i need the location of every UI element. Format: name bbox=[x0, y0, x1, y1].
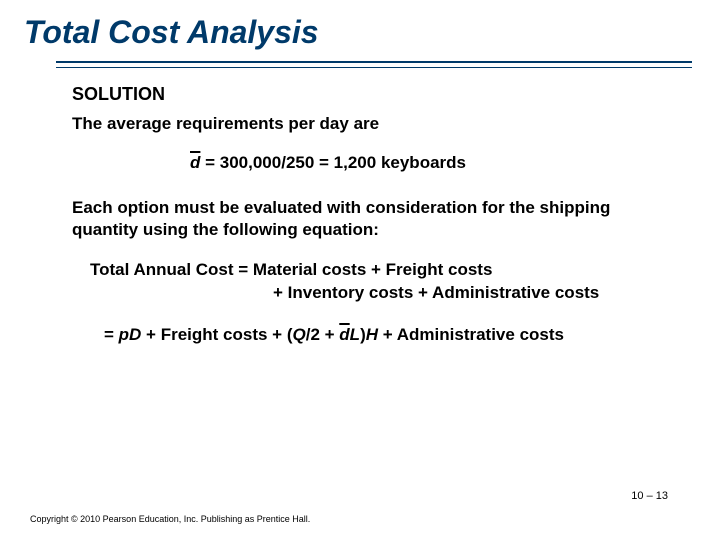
title-rule bbox=[56, 61, 692, 68]
solution-heading: SOLUTION bbox=[72, 84, 680, 105]
page-number: 10 – 13 bbox=[631, 490, 668, 502]
d-bar-symbol: d bbox=[339, 325, 349, 344]
intro-paragraph: The average requirements per day are bbox=[72, 113, 680, 135]
explanation-paragraph: Each option must be evaluated with consi… bbox=[72, 197, 680, 241]
equation-total-annual-cost-words: Total Annual Cost = Material costs + Fre… bbox=[90, 259, 680, 305]
equation-daily-requirement: d = 300,000/250 = 1,200 keyboards bbox=[190, 153, 680, 173]
equation-total-annual-cost-formula: = pD + Freight costs + (Q/2 + dL)H + Adm… bbox=[104, 325, 680, 345]
slide-body: SOLUTION The average requirements per da… bbox=[0, 68, 720, 345]
copyright-text: Copyright © 2010 Pearson Education, Inc.… bbox=[30, 514, 310, 524]
d-bar-symbol: d bbox=[190, 153, 200, 172]
slide-title: Total Cost Analysis bbox=[24, 14, 720, 51]
